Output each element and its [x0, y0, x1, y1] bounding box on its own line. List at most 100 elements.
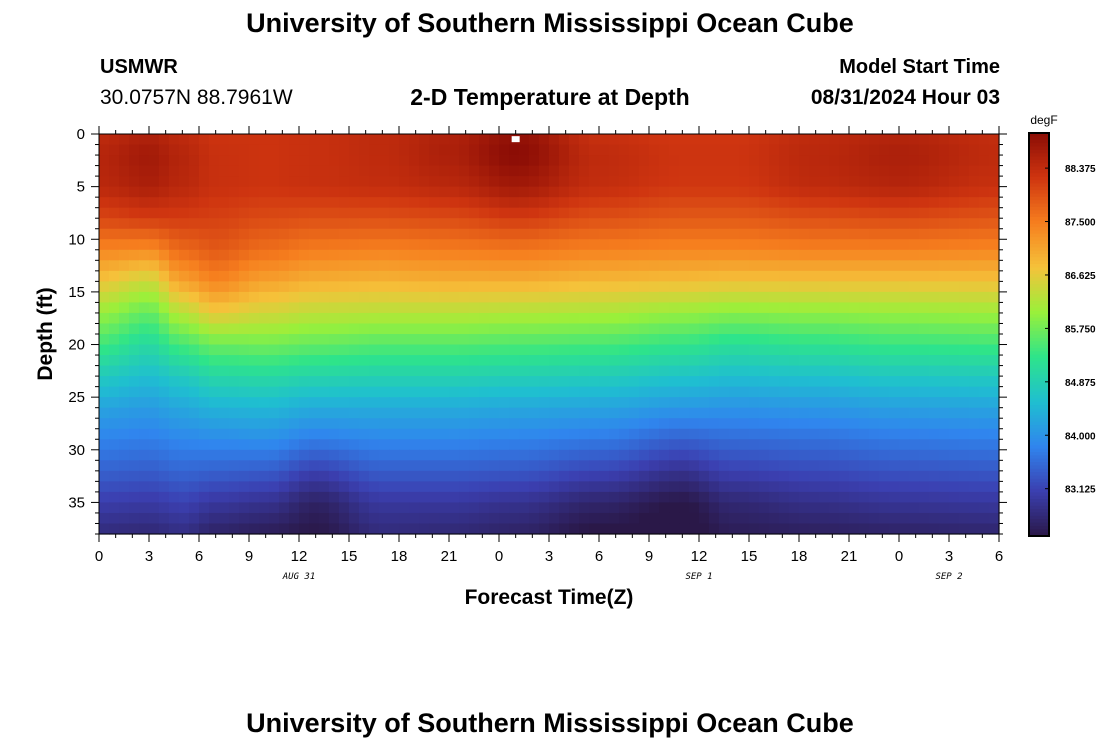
heatmap-cell — [149, 291, 160, 304]
heatmap-cell — [369, 428, 380, 440]
heatmap-cell — [899, 365, 910, 377]
heatmap-cell — [839, 460, 850, 472]
heatmap-cell — [399, 470, 410, 482]
heatmap-cell — [339, 376, 350, 388]
heatmap-cell — [399, 481, 410, 493]
heatmap-cell — [849, 239, 860, 251]
heatmap-cell — [199, 291, 210, 304]
heatmap-cell — [639, 228, 650, 240]
heatmap-cell — [189, 281, 200, 293]
heatmap-cell — [219, 470, 230, 482]
heatmap-cell — [629, 407, 640, 419]
heatmap-cell — [459, 397, 470, 409]
heatmap-cell — [989, 228, 1000, 240]
heatmap-cell — [919, 491, 930, 504]
heatmap-cell — [899, 312, 910, 325]
heatmap-cell — [339, 197, 350, 209]
heatmap-cell — [669, 239, 680, 251]
heatmap-cell — [229, 334, 240, 346]
heatmap-cell — [879, 460, 890, 472]
heatmap-cell — [689, 386, 700, 398]
x-tick-label: 3 — [145, 548, 153, 565]
heatmap-cell — [379, 176, 390, 188]
heatmap-cell — [129, 439, 140, 451]
heatmap-cell — [669, 418, 680, 430]
heatmap-cell — [429, 218, 440, 230]
heatmap-cell — [279, 355, 290, 367]
heatmap-cell — [869, 376, 880, 388]
heatmap-cell — [189, 144, 200, 156]
heatmap-cell — [929, 176, 940, 188]
heatmap-cell — [719, 449, 730, 461]
heatmap-cell — [599, 418, 610, 430]
heatmap-cell — [239, 334, 250, 346]
heatmap-cell — [619, 155, 630, 167]
heatmap-cell — [269, 270, 280, 282]
heatmap-cell — [479, 428, 490, 440]
heatmap-cell — [159, 449, 170, 461]
heatmap-cell — [549, 281, 560, 293]
heatmap-cell — [199, 207, 210, 219]
heatmap-cell — [989, 344, 1000, 356]
heatmap-cell — [439, 344, 450, 356]
colorbar-cell — [1029, 139, 1049, 144]
heatmap-cell — [989, 186, 1000, 198]
heatmap-cell — [129, 302, 140, 314]
heatmap-cell — [889, 323, 900, 335]
heatmap-cell — [419, 376, 430, 388]
heatmap-cell — [959, 397, 970, 409]
heatmap-cell — [319, 270, 330, 282]
heatmap-cell — [929, 323, 940, 335]
heatmap-cell — [809, 176, 820, 188]
heatmap-cell — [959, 376, 970, 388]
heatmap-cell — [179, 491, 190, 504]
heatmap-cell — [389, 249, 400, 261]
heatmap-cell — [549, 239, 560, 251]
heatmap-cell — [969, 155, 980, 167]
heatmap-cell — [619, 144, 630, 156]
heatmap-cell — [289, 165, 300, 177]
heatmap-cell — [689, 428, 700, 440]
heatmap-cell — [959, 523, 970, 535]
heatmap-cell — [639, 302, 650, 314]
heatmap-cell — [749, 260, 760, 272]
heatmap-cell — [459, 334, 470, 346]
heatmap-cell — [459, 439, 470, 451]
heatmap-cell — [139, 449, 150, 461]
heatmap-cell — [189, 491, 200, 504]
heatmap-cell — [839, 344, 850, 356]
heatmap-cell — [689, 281, 700, 293]
heatmap-cell — [489, 165, 500, 177]
heatmap-cell — [139, 260, 150, 272]
heatmap-cell — [329, 439, 340, 451]
heatmap-cell — [289, 355, 300, 367]
heatmap-cell — [619, 228, 630, 240]
heatmap-cell — [919, 197, 930, 209]
heatmap-cell — [539, 165, 550, 177]
heatmap-cell — [609, 323, 620, 335]
heatmap-cell — [319, 302, 330, 314]
heatmap-cell — [519, 397, 530, 409]
heatmap-cell — [639, 397, 650, 409]
heatmap-cell — [879, 176, 890, 188]
heatmap-cell — [939, 176, 950, 188]
heatmap-cell — [889, 291, 900, 304]
heatmap-cell — [389, 239, 400, 251]
heatmap-cell — [589, 334, 600, 346]
heatmap-cell — [699, 523, 710, 535]
heatmap-cell — [289, 228, 300, 240]
heatmap-cell — [269, 228, 280, 240]
y-axis-title: Depth (ft) — [34, 287, 57, 380]
heatmap-cell — [189, 291, 200, 304]
heatmap-cell — [579, 281, 590, 293]
heatmap-cell — [889, 491, 900, 504]
heatmap-cell — [809, 291, 820, 304]
heatmap-cell — [409, 470, 420, 482]
heatmap-cell — [639, 449, 650, 461]
heatmap-cell — [549, 502, 560, 514]
heatmap-cell — [829, 491, 840, 504]
heatmap-cell — [169, 186, 180, 198]
heatmap-cell — [979, 418, 990, 430]
heatmap-cell — [839, 502, 850, 514]
heatmap-cell — [139, 491, 150, 504]
